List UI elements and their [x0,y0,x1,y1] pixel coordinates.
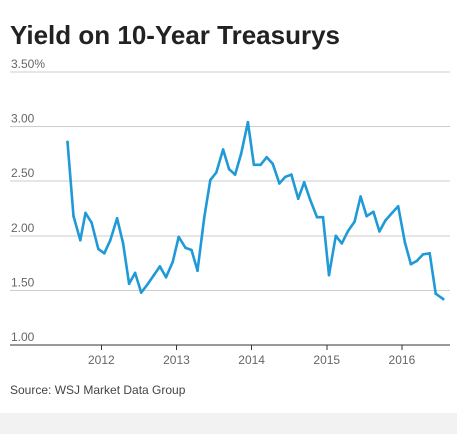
data-point [90,221,93,224]
data-point [290,173,293,176]
y-tick-label: 3.50% [11,57,45,71]
data-point [158,265,162,268]
data-point [164,276,168,279]
data-point [372,210,375,214]
data-point [340,242,344,245]
x-tick-label: 2015 [313,353,340,367]
y-tick-label: 3.00 [11,112,35,126]
data-point [384,219,387,222]
data-point [109,238,112,242]
data-point [203,215,206,219]
data-point [327,273,331,277]
bottom-strip [0,413,457,434]
chart-title: Yield on 10-Year Treasurys [10,20,340,50]
data-point [72,214,75,218]
data-point [265,155,269,159]
y-tick-label: 1.50 [11,275,35,289]
data-point [302,181,306,184]
data-point [441,297,445,301]
data-point [378,230,381,233]
data-point [415,259,419,263]
data-point [66,140,69,144]
data-point [127,282,131,286]
data-point [79,238,82,242]
data-point [246,120,250,124]
data-point [103,252,106,255]
series-line [66,120,445,301]
data-point [409,262,413,266]
data-point [308,198,312,202]
data-point [390,211,394,215]
data-point [177,235,180,239]
data-point [321,215,325,219]
series-layer [66,120,445,301]
x-tick-label: 2013 [163,353,190,367]
data-point [209,178,212,182]
y-axis-ticks: 3.50% 3.00 2.50 2.00 1.50 1.00 [11,57,45,344]
data-point [259,163,262,167]
data-point [403,241,407,244]
data-point [353,220,356,223]
data-point [359,195,362,198]
data-point [334,234,338,238]
data-point [315,215,319,219]
x-axis-ticks: 2012 2013 2014 2015 2016 [88,345,416,367]
data-point [184,246,187,250]
x-tick-label: 2016 [389,353,416,367]
source-note: Source: WSJ Market Data Group [10,383,186,397]
y-tick-label: 2.50 [11,166,35,180]
data-point [239,152,243,156]
data-point [221,148,225,151]
data-point [271,162,275,165]
data-point [171,260,174,264]
data-point [84,211,87,215]
data-point [97,247,100,251]
data-point [196,269,199,273]
data-point [146,282,150,286]
x-tick-label: 2014 [238,353,265,367]
data-point [139,291,143,294]
data-point [190,248,193,252]
data-point [396,205,400,208]
data-point [152,273,156,277]
data-point [115,217,119,220]
y-tick-label: 2.00 [11,221,35,235]
data-point [421,253,425,256]
data-point [296,197,300,200]
data-point [346,230,350,233]
data-point [278,182,281,185]
data-point [434,292,438,296]
data-point [227,167,231,171]
data-point [233,173,237,176]
grid-lines [10,71,450,346]
data-point [215,171,218,174]
x-tick-label: 2012 [88,353,115,367]
data-point [121,242,125,245]
data-point [284,175,287,179]
data-point [428,252,432,255]
data-point [365,214,368,218]
data-point [252,163,256,167]
y-tick-label: 1.00 [11,330,35,344]
data-point [133,271,137,275]
